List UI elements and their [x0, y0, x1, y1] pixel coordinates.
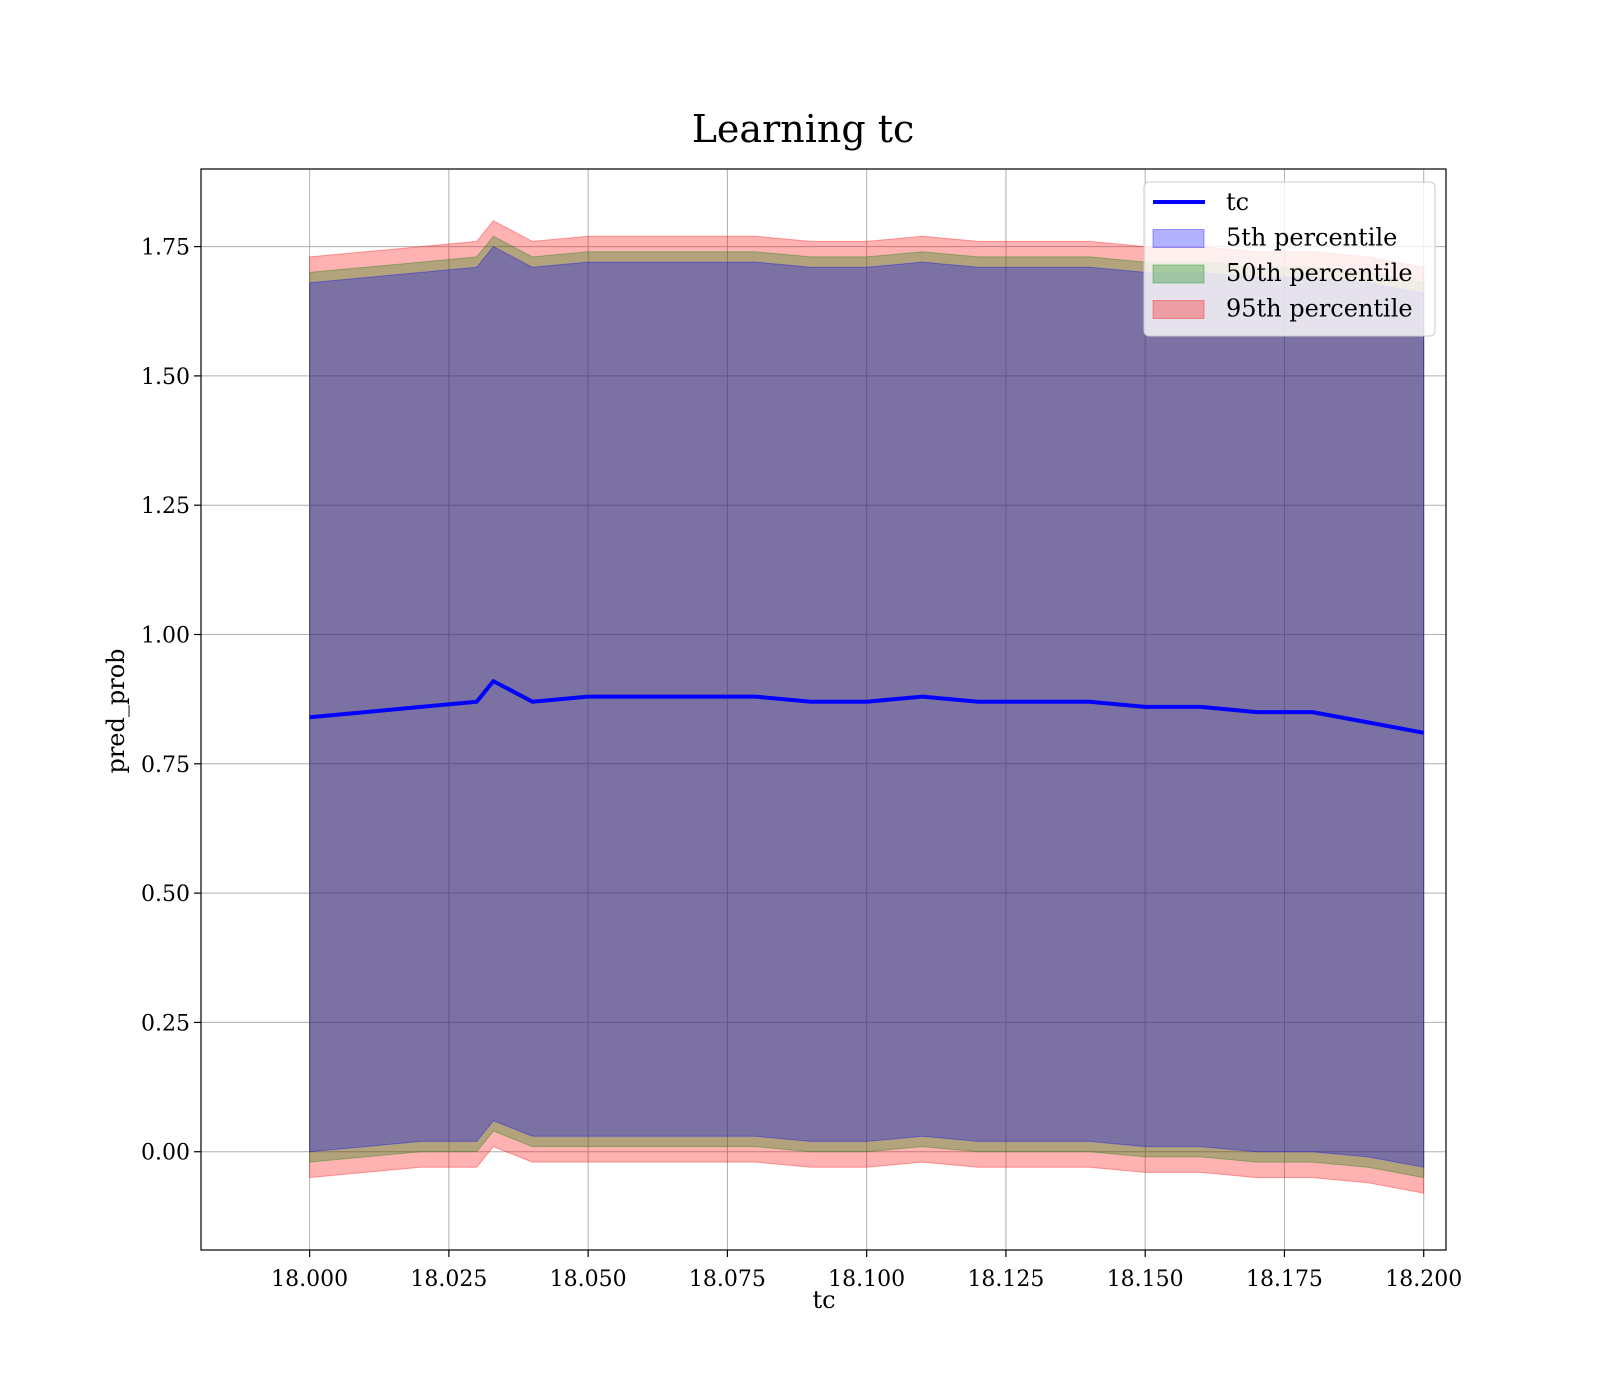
- x-tick-label: 18.100: [828, 1267, 905, 1292]
- line-tc: [309, 679, 1425, 735]
- legend-box: [1143, 181, 1436, 337]
- band-50th-percentile: [309, 235, 1425, 1179]
- x-tick-label: 18.025: [410, 1267, 487, 1292]
- x-tick-label: 18.000: [271, 1267, 348, 1292]
- legend-swatch-band: [1152, 264, 1205, 284]
- x-tick-label: 18.050: [550, 1267, 627, 1292]
- y-tick-label: 0.50: [141, 882, 190, 907]
- x-tick-label: 18.075: [689, 1267, 766, 1292]
- series-lines: [309, 679, 1425, 735]
- band-5th-percentile: [309, 245, 1425, 1168]
- x-axis-ticks: 18.000 18.025 18.050 18.075 18.100 18.125 18.1…: [271, 1250, 1462, 1292]
- legend-swatch-band: [1152, 300, 1205, 319]
- legend-swatch-band: [1152, 229, 1205, 248]
- chart-title: Learning tc: [692, 107, 915, 151]
- percentile-bands: [309, 220, 1425, 1194]
- y-tick-label: 1.00: [141, 624, 190, 649]
- y-tick-label: 1.50: [141, 365, 190, 390]
- legend-label: 50th percentile: [1226, 259, 1413, 287]
- legend: tc 5th percentile 50th percentile 95th perc…: [1143, 181, 1436, 337]
- band-95th-percentile: [309, 220, 1425, 1194]
- legend-label: 5th percentile: [1226, 224, 1397, 252]
- legend-label: 95th percentile: [1226, 295, 1413, 323]
- x-tick-label: 18.150: [1107, 1267, 1184, 1292]
- x-tick-label: 18.175: [1246, 1267, 1323, 1292]
- y-tick-label: 0.25: [141, 1011, 190, 1036]
- y-tick-label: 1.75: [141, 236, 190, 261]
- x-axis-label: tc: [812, 1286, 835, 1314]
- y-tick-label: 1.25: [141, 494, 190, 519]
- legend-label: tc: [1226, 188, 1249, 216]
- y-tick-label: 0.75: [141, 753, 190, 778]
- plot-frame: [200, 168, 1447, 1251]
- x-tick-label: 18.125: [967, 1267, 1044, 1292]
- grid-lines: [201, 169, 1446, 1250]
- y-tick-label: 0.00: [141, 1141, 190, 1166]
- y-axis-ticks: 0.00 0.25 0.50 0.75 1.00 1.25 1.50 1.75: [141, 236, 201, 1166]
- x-tick-label: 18.200: [1385, 1267, 1462, 1292]
- y-axis-label: pred_prob: [102, 648, 130, 773]
